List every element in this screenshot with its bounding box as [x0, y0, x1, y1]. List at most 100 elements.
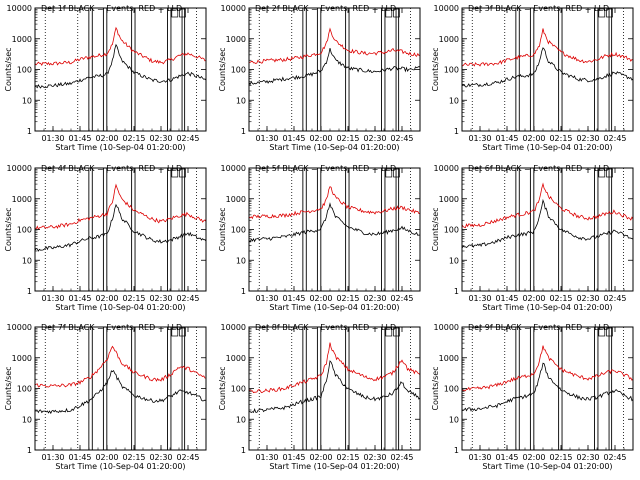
y-tick-label: 10000	[434, 323, 459, 332]
y-tick-label: 100	[17, 66, 32, 75]
series-black-line	[249, 360, 420, 414]
y-axis-label: Counts/sec	[4, 207, 13, 251]
x-axis-label: Start Time (10-Sep-04 01:20:00)	[482, 303, 612, 312]
y-tick-label: 1	[27, 446, 32, 455]
marker-box	[393, 327, 400, 337]
x-tick-label: 02:30	[149, 294, 172, 303]
plot-frame	[34, 326, 207, 451]
x-tick-label: 02:00	[309, 134, 332, 143]
y-tick-label: 100	[444, 66, 459, 75]
interval-markers	[258, 168, 411, 291]
x-tick-label: 01:30	[468, 453, 491, 462]
x-tick-label: 01:45	[282, 134, 305, 143]
plot-frame	[248, 167, 421, 292]
y-tick-label: 100	[444, 226, 459, 235]
x-axis-label: Start Time (10-Sep-04 01:20:00)	[269, 143, 399, 152]
y-axis-label: Counts/sec	[4, 47, 13, 91]
x-tick-label: 01:45	[495, 294, 518, 303]
x-axis-label: Start Time (10-Sep-04 01:20:00)	[482, 462, 612, 471]
x-tick-label: 02:15	[336, 453, 359, 462]
y-tick-label: 1000	[12, 354, 32, 363]
series-black-line	[462, 198, 633, 249]
x-tick-label: 02:30	[576, 134, 599, 143]
x-tick-label: 02:15	[549, 294, 572, 303]
y-tick-label: 1000	[439, 35, 459, 44]
y-tick-label: 1	[241, 446, 246, 455]
x-tick-label: 01:45	[495, 453, 518, 462]
y-tick-label: 1000	[226, 35, 246, 44]
y-tick-label: 10	[22, 96, 32, 105]
detector-panel-1: Det 1f BLACK = Events, RED = LLD 1 10 100 10…	[4, 4, 207, 152]
y-tick-label: 10	[236, 415, 246, 424]
y-tick-label: 1	[454, 446, 459, 455]
series-black-line	[462, 47, 633, 88]
x-tick-label: 02:00	[309, 453, 332, 462]
y-tick-label: 1	[454, 287, 459, 296]
x-axis-label: Start Time (10-Sep-04 01:20:00)	[55, 143, 185, 152]
y-tick-label: 1	[27, 287, 32, 296]
x-tick-label: 02:30	[149, 453, 172, 462]
interval-markers	[44, 168, 197, 291]
x-tick-label: 01:30	[255, 453, 278, 462]
x-tick-label: 02:00	[522, 294, 545, 303]
series-black-line	[249, 202, 420, 243]
y-tick-label: 100	[444, 385, 459, 394]
series-red-line	[35, 345, 206, 388]
marker-box	[606, 168, 613, 178]
x-tick-label: 02:45	[390, 453, 413, 462]
x-tick-label: 02:15	[549, 134, 572, 143]
series-black-line	[249, 48, 420, 86]
x-tick-label: 02:00	[95, 453, 118, 462]
panel-title: Det 2f BLACK = Events, RED = LLD	[255, 4, 396, 13]
x-axis-label: Start Time (10-Sep-04 01:20:00)	[55, 462, 185, 471]
interval-markers	[471, 8, 624, 131]
series-red-line	[35, 26, 206, 66]
x-tick-label: 02:30	[363, 453, 386, 462]
x-tick-label: 01:30	[255, 294, 278, 303]
detector-panel-5: Det 5f BLACK = Events, RED = LLD 1 10 100 10…	[218, 164, 421, 312]
y-tick-label: 1000	[12, 35, 32, 44]
x-tick-label: 02:15	[336, 134, 359, 143]
interval-markers	[44, 327, 197, 450]
y-tick-label: 10	[236, 256, 246, 265]
panel-title: Det 3f BLACK = Events, RED = LLD	[468, 4, 609, 13]
x-tick-label: 01:45	[495, 134, 518, 143]
y-axis-label: Counts/sec	[218, 207, 227, 251]
y-tick-label: 10000	[221, 323, 246, 332]
y-axis-label: Counts/sec	[431, 47, 440, 91]
panel-title: Det 9f BLACK = Events, RED = LLD	[468, 323, 609, 332]
x-tick-label: 02:00	[309, 294, 332, 303]
x-tick-label: 01:30	[468, 294, 491, 303]
x-tick-label: 02:45	[603, 134, 626, 143]
series-red-line	[462, 345, 633, 392]
y-tick-label: 1000	[12, 195, 32, 204]
interval-markers	[471, 327, 624, 450]
marker-box	[598, 8, 606, 18]
y-tick-label: 10	[449, 96, 459, 105]
x-tick-label: 02:45	[390, 294, 413, 303]
y-tick-label: 10000	[221, 4, 246, 13]
y-tick-label: 100	[231, 226, 246, 235]
plot-frame	[34, 167, 207, 292]
series-red-line	[462, 182, 633, 229]
x-tick-label: 02:15	[122, 134, 145, 143]
panel-title: Det 8f BLACK = Events, RED = LLD	[255, 323, 396, 332]
x-tick-label: 02:15	[122, 294, 145, 303]
x-tick-label: 01:30	[255, 134, 278, 143]
panel-title: Det 5f BLACK = Events, RED = LLD	[255, 164, 396, 173]
y-tick-label: 10	[236, 96, 246, 105]
y-tick-label: 10000	[7, 164, 32, 173]
x-tick-label: 02:30	[149, 134, 172, 143]
series-black-line	[462, 362, 633, 412]
panel-title: Det 1f BLACK = Events, RED = LLD	[41, 4, 182, 13]
marker-box	[598, 327, 606, 337]
x-axis-label: Start Time (10-Sep-04 01:20:00)	[269, 303, 399, 312]
marker-box	[171, 8, 179, 18]
y-tick-label: 1	[241, 127, 246, 136]
x-tick-label: 01:45	[68, 453, 91, 462]
y-tick-label: 1	[454, 127, 459, 136]
y-tick-label: 100	[17, 226, 32, 235]
series-black-line	[35, 369, 206, 415]
detector-panel-6: Det 6f BLACK = Events, RED = LLD 1 10 100 10…	[431, 164, 634, 312]
marker-box	[606, 8, 613, 18]
